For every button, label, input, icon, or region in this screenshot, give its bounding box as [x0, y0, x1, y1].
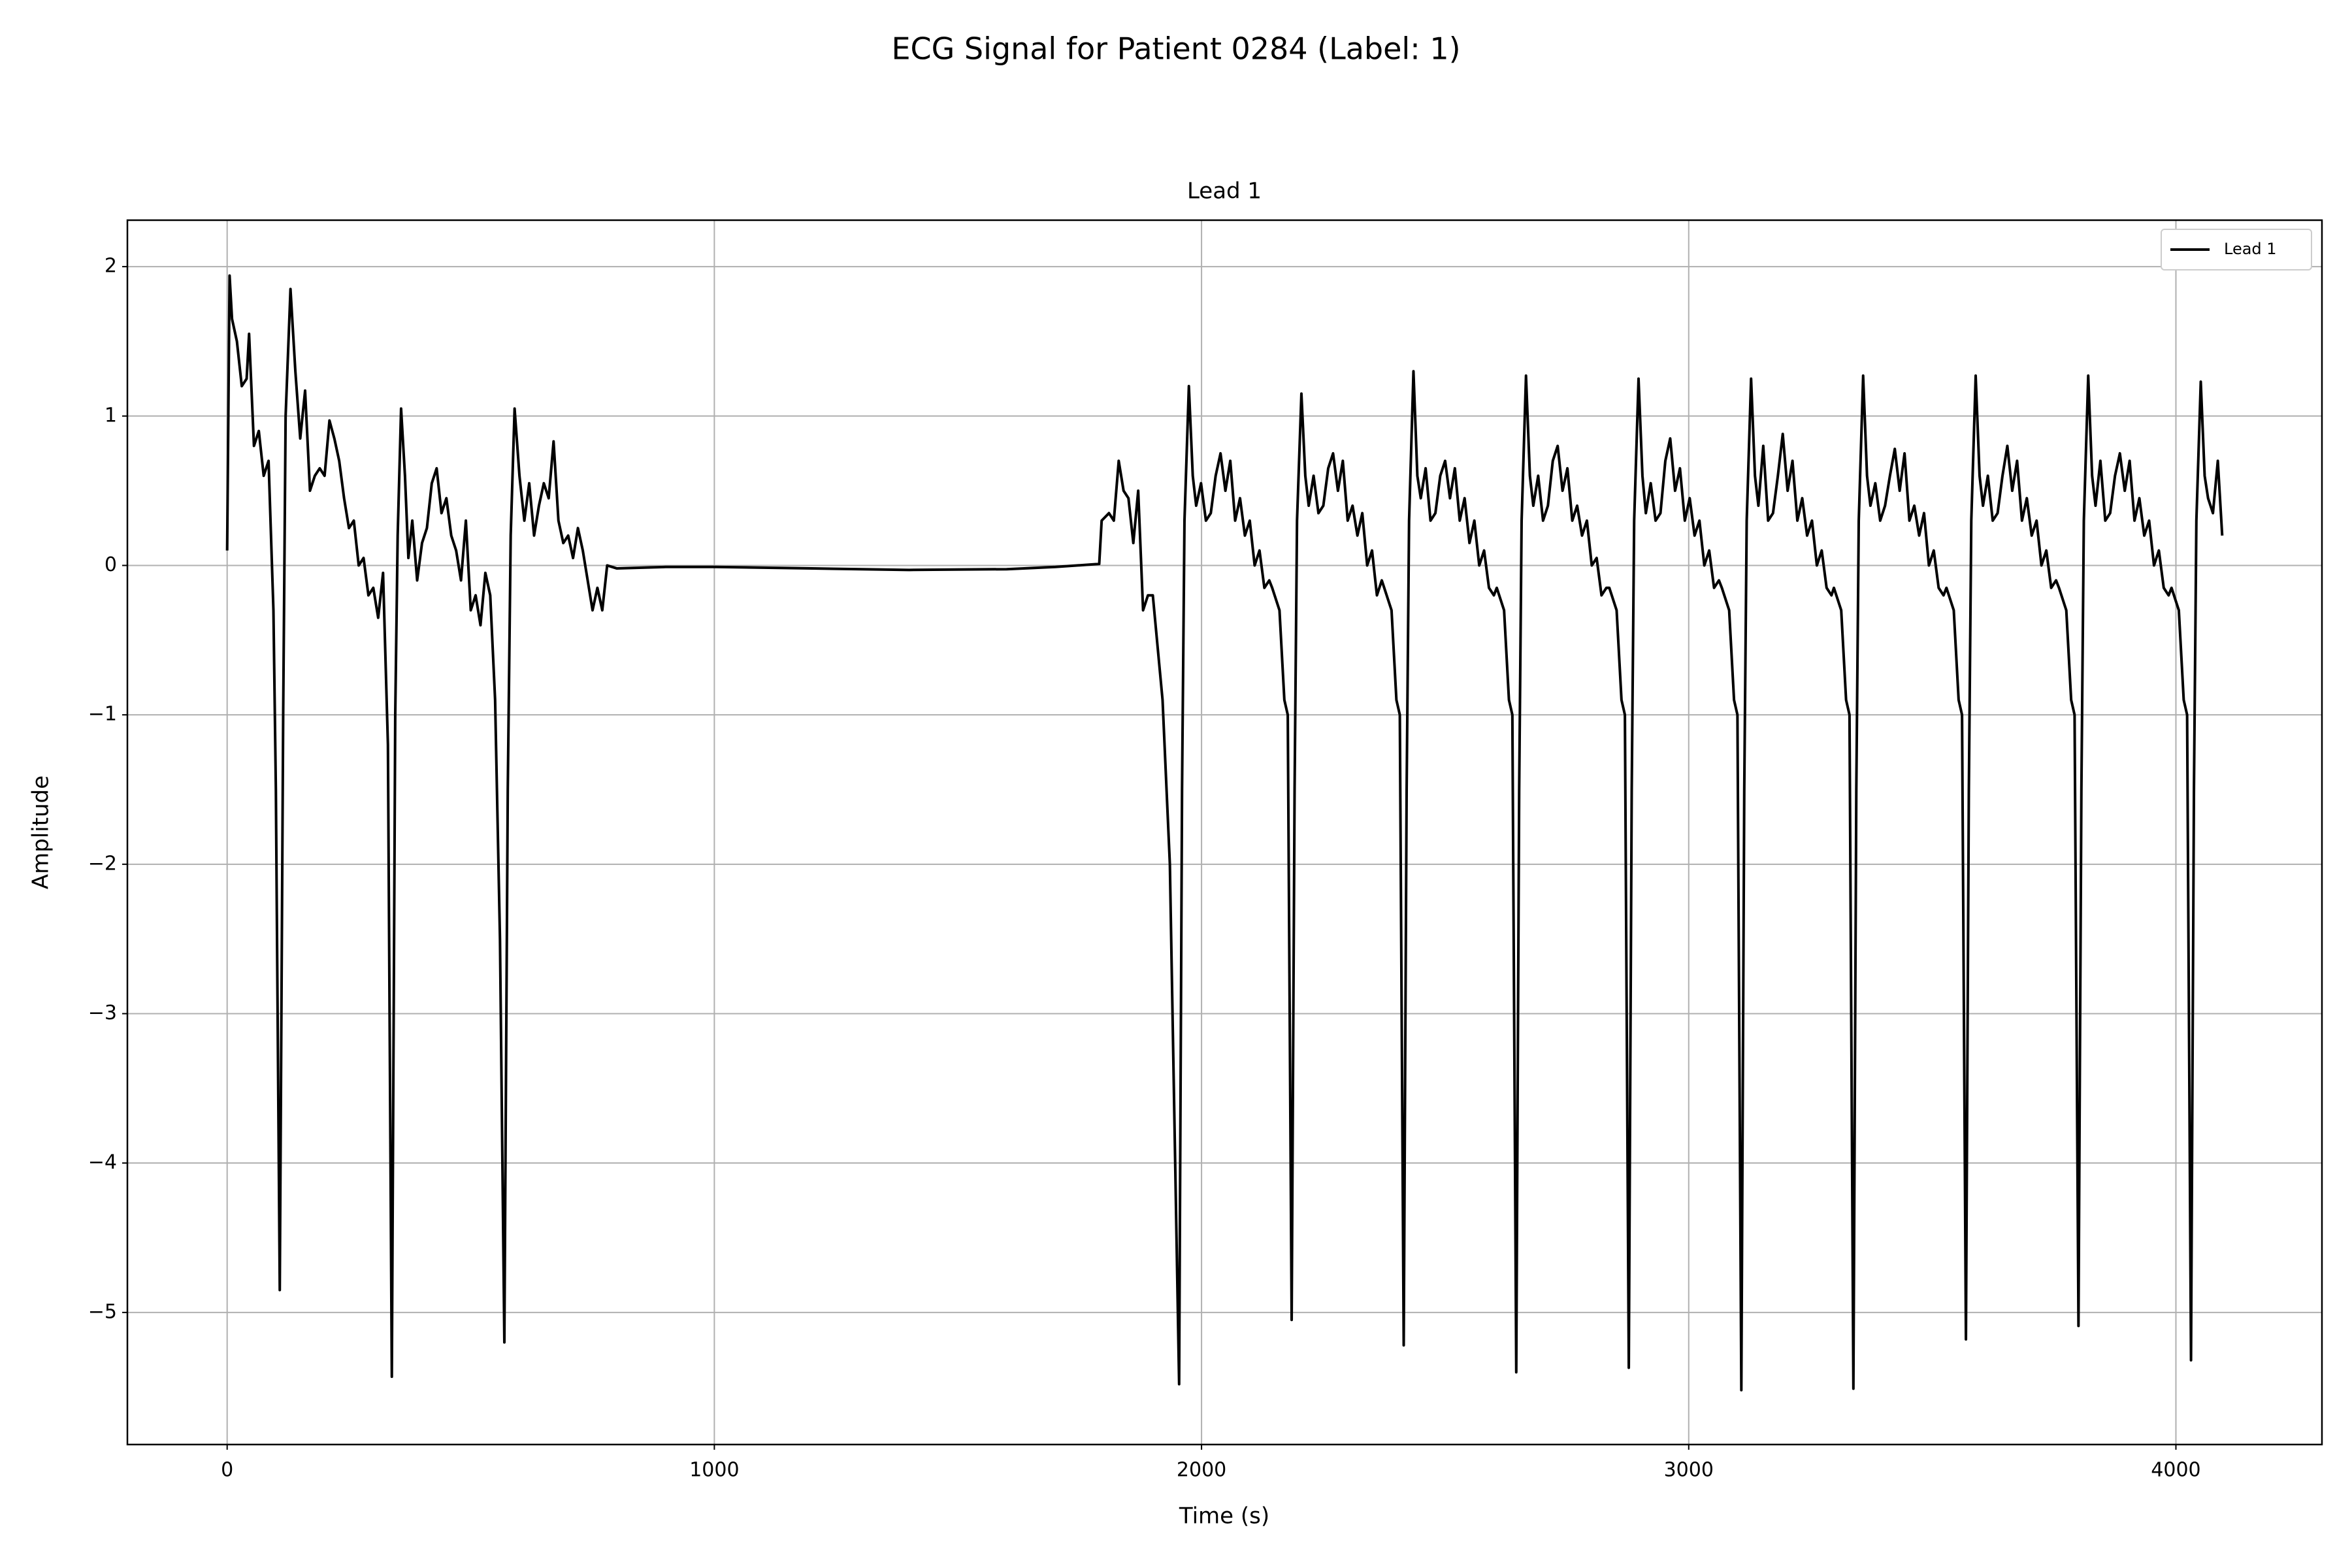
- x-tick-label: 3000: [1664, 1459, 1714, 1482]
- y-axis-label: Amplitude: [28, 776, 54, 889]
- plot-frame: [126, 219, 2323, 1446]
- legend-label: Lead 1: [2224, 240, 2277, 258]
- x-tick-label: 1000: [689, 1459, 739, 1482]
- y-tick-label: −5: [88, 1300, 117, 1323]
- series-line: [225, 274, 2224, 1392]
- y-tick-label: −3: [88, 1002, 117, 1024]
- subplot-title: Lead 1: [1187, 178, 1262, 204]
- x-tick-label: 0: [221, 1459, 233, 1482]
- chart-title: ECG Signal for Patient 0284 (Label: 1): [891, 31, 1460, 67]
- y-tick-label: −4: [88, 1151, 117, 1174]
- y-tick-label: 0: [105, 553, 117, 576]
- x-tick-label: 4000: [2151, 1459, 2200, 1482]
- y-tick-label: −1: [88, 703, 117, 726]
- legend-box: [2161, 229, 2312, 270]
- x-tick-label: 2000: [1177, 1459, 1226, 1482]
- y-tick-label: 2: [105, 255, 117, 278]
- y-tick-label: 1: [105, 404, 117, 427]
- y-tick-label: −2: [88, 852, 117, 875]
- x-axis-label: Time (s): [1179, 1503, 1269, 1529]
